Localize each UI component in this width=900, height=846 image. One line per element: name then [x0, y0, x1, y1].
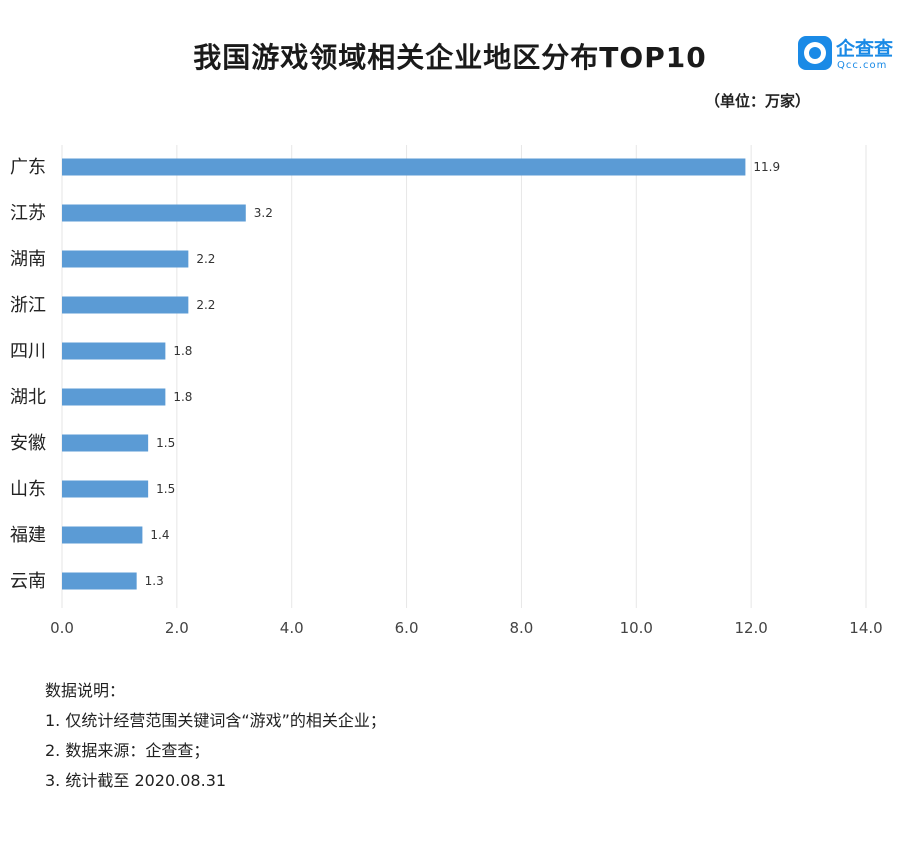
bar [62, 388, 166, 406]
value-label: 11.9 [753, 160, 780, 174]
qcc-logo: 企查查 Qcc.com [798, 34, 898, 74]
qcc-logo-icon [798, 36, 832, 70]
category-label: 安徽 [10, 433, 46, 454]
category-label: 江苏 [10, 203, 46, 224]
x-tick-label: 8.0 [509, 619, 533, 637]
category-label: 福建 [10, 525, 46, 546]
bar [62, 250, 189, 268]
data-notes: 数据说明： 1. 仅统计经营范围关键词含“游戏”的相关企业； 2. 数据来源：企… [45, 676, 386, 796]
bars [62, 158, 746, 590]
bar [62, 434, 149, 452]
x-tick-labels: 0.0 2.0 4.0 6.0 8.0 10.0 12.0 14.0 [50, 619, 883, 637]
bar [62, 342, 166, 360]
x-tick-label: 10.0 [620, 619, 653, 637]
bar [62, 480, 149, 498]
chart-title: 我国游戏领域相关企业地区分布TOP10 [193, 41, 707, 74]
category-label: 湖北 [10, 387, 46, 408]
category-label: 广东 [10, 157, 46, 178]
notes-heading: 数据说明： [45, 681, 126, 700]
x-tick-label: 2.0 [165, 619, 189, 637]
notes-item-3: 3. 统计截至 2020.08.31 [45, 771, 227, 790]
x-tick-label: 0.0 [50, 619, 74, 637]
logo-name: 企查查 [836, 38, 894, 60]
value-labels: 11.9 3.2 2.2 2.2 1.8 1.8 1.5 1.5 1.4 1.3 [145, 160, 780, 588]
value-label: 3.2 [254, 206, 273, 220]
category-label: 浙江 [10, 295, 46, 316]
x-tick-label: 6.0 [395, 619, 419, 637]
category-label: 湖南 [10, 249, 46, 270]
value-label: 1.8 [173, 390, 192, 404]
value-label: 1.8 [173, 344, 192, 358]
value-label: 1.3 [145, 574, 164, 588]
bar [62, 526, 143, 544]
unit-label: （单位：万家） [704, 92, 810, 110]
notes-item-2: 2. 数据来源：企查查； [45, 741, 210, 760]
category-label: 山东 [10, 479, 46, 500]
x-tick-label: 12.0 [734, 619, 767, 637]
bar [62, 572, 137, 590]
bar [62, 204, 246, 222]
value-label: 2.2 [196, 298, 215, 312]
x-tick-label: 4.0 [280, 619, 304, 637]
value-label: 1.5 [156, 482, 175, 496]
bar [62, 158, 746, 176]
logo-sub: Qcc.com [837, 60, 888, 71]
value-label: 1.5 [156, 436, 175, 450]
bar [62, 296, 189, 314]
value-label: 2.2 [196, 252, 215, 266]
category-label: 四川 [10, 341, 46, 362]
x-tick-label: 14.0 [849, 619, 882, 637]
value-label: 1.4 [150, 528, 169, 542]
notes-item-1: 1. 仅统计经营范围关键词含“游戏”的相关企业； [45, 711, 386, 730]
category-label: 云南 [10, 571, 46, 592]
